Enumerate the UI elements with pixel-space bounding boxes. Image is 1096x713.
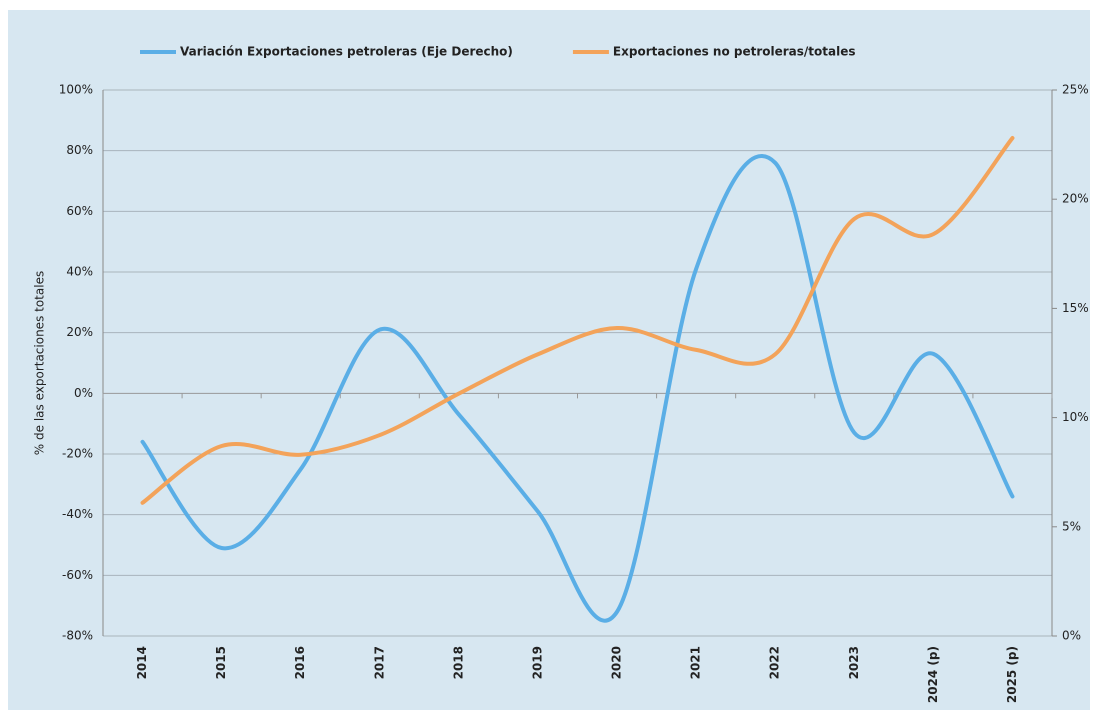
legend-label: Variación Exportaciones petroleras (Eje … [180,45,513,59]
y-tick-label: 60% [66,204,93,218]
y2-tick-label: 10% [1062,410,1089,424]
y-tick-label: 20% [66,325,93,339]
y-axis-title: % de las exportaciones totales [33,271,47,455]
chart-background [8,10,1090,710]
x-tick-label: 2023 [847,646,861,679]
x-tick-label: 2014 [135,646,149,679]
y2-tick-label: 15% [1062,301,1089,315]
y2-tick-label: 5% [1062,519,1081,533]
y2-tick-label: 20% [1062,192,1089,206]
y-tick-label: -40% [62,507,93,521]
x-tick-label: 2016 [293,646,307,679]
x-tick-label: 2017 [372,646,386,679]
x-tick-label: 2018 [451,646,465,679]
y-tick-label: 40% [66,265,93,279]
y-tick-label: -20% [62,447,93,461]
x-tick-label: 2022 [768,646,782,679]
x-tick-label: 2019 [530,646,544,679]
line-series [140,154,1015,623]
y-tick-label: -80% [62,629,93,643]
y-tick-label: 80% [66,143,93,157]
y2-tick-label: 0% [1062,629,1081,643]
y-tick-label: 0% [74,386,93,400]
x-tick-label: 2020 [610,646,624,679]
x-tick-label: 2025 (p) [1005,646,1019,703]
y-tick-label: 100% [59,83,93,97]
y-tick-label: -60% [62,568,93,582]
x-tick-label: 2015 [214,646,228,679]
x-tick-label: 2024 (p) [926,646,940,703]
y2-tick-label: 25% [1062,83,1089,97]
x-tick-label: 2021 [689,646,703,679]
legend-label: Exportaciones no petroleras/totales [613,45,856,59]
line-series [140,136,1015,505]
